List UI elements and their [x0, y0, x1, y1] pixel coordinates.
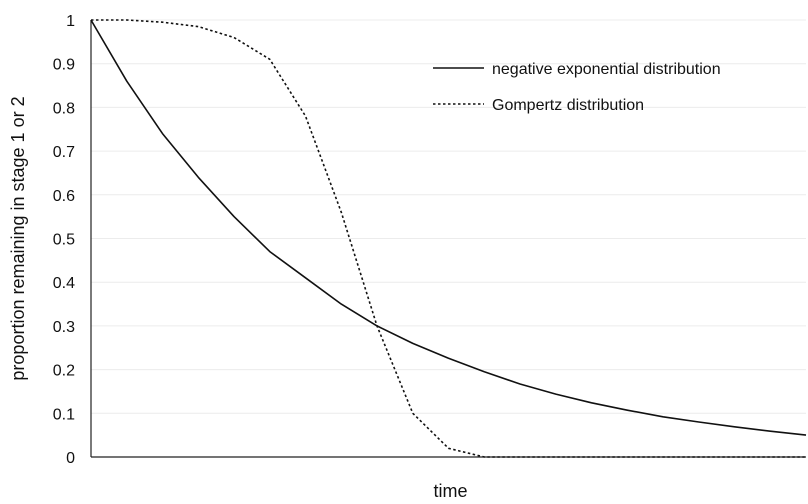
x-axis-title: time [433, 481, 467, 501]
y-tick-label: 0.5 [53, 232, 75, 249]
legend-label-negative-exponential: negative exponential distribution [492, 61, 721, 78]
y-tick-label: 0.7 [53, 144, 75, 161]
legend: negative exponential distribution Gomper… [433, 61, 721, 114]
gridlines [91, 19, 806, 414]
legend-label-gompertz: Gompertz distribution [492, 97, 644, 114]
axes [90, 20, 806, 458]
series-lines [90, 19, 807, 458]
y-tick-label: 0.4 [53, 275, 75, 292]
series-line-gompertz [91, 19, 806, 458]
y-tick-label: 0 [66, 450, 75, 467]
y-tick-label: 1 [66, 13, 75, 30]
y-tick-label: 0.3 [53, 319, 75, 336]
y-tick-label: 0.1 [53, 406, 75, 423]
series-line-negative-exponential [90, 19, 807, 436]
y-tick-label: 0.2 [53, 363, 75, 380]
y-axis-title: proportion remaining in stage 1 or 2 [8, 96, 28, 380]
y-tick-label: 0.6 [53, 188, 75, 205]
y-tick-label: 0.8 [53, 100, 75, 117]
y-tick-labels: 0 0.1 0.2 0.3 0.4 0.5 0.6 0.7 0.8 0.9 1 [53, 13, 75, 467]
y-tick-label: 0.9 [53, 57, 75, 74]
